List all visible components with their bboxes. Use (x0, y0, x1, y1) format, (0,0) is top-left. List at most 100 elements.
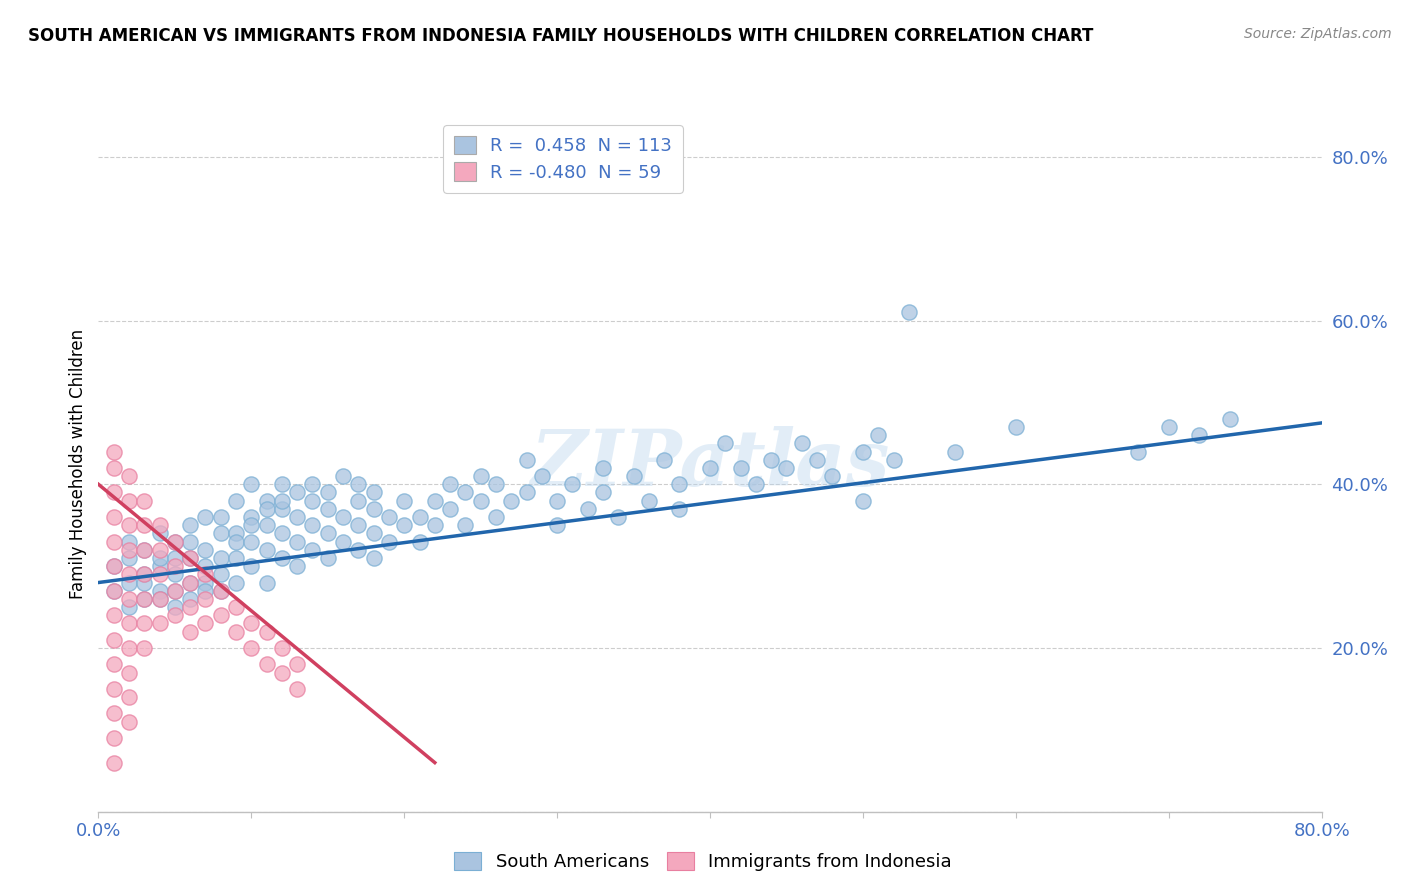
Point (134, 518, 156, 533)
Point (240, 640, 263, 655)
Point (347, 493, 370, 508)
Point (256, 501, 278, 516)
Point (546, 493, 568, 508)
Point (103, 657, 125, 672)
Point (149, 616, 172, 631)
Point (179, 575, 201, 590)
Point (134, 493, 156, 508)
Point (470, 493, 492, 508)
Point (301, 542, 323, 557)
Point (149, 567, 172, 582)
Point (454, 485, 477, 500)
Point (225, 600, 247, 615)
Point (806, 452, 828, 467)
Point (194, 591, 217, 606)
Point (225, 526, 247, 541)
Point (194, 616, 217, 631)
Point (485, 477, 508, 491)
Point (790, 436, 813, 450)
Point (209, 608, 232, 623)
Point (134, 575, 156, 590)
Point (209, 510, 232, 524)
Point (301, 518, 323, 533)
Point (730, 461, 752, 475)
Point (270, 526, 292, 541)
Point (821, 469, 844, 483)
Point (209, 551, 232, 566)
Point (423, 518, 446, 533)
Point (103, 461, 125, 475)
Point (118, 551, 141, 566)
Point (1219, 412, 1241, 426)
Point (316, 485, 339, 500)
Point (256, 542, 278, 557)
Point (668, 477, 690, 491)
Point (118, 469, 141, 483)
Point (149, 591, 172, 606)
Point (592, 485, 614, 500)
Point (240, 510, 263, 524)
Point (240, 559, 263, 574)
Point (423, 493, 446, 508)
Point (103, 559, 125, 574)
Point (408, 510, 430, 524)
Point (516, 452, 538, 467)
Point (118, 640, 141, 655)
Point (179, 624, 201, 639)
Point (285, 510, 308, 524)
Point (118, 567, 141, 582)
Point (179, 518, 201, 533)
Point (225, 575, 247, 590)
Point (163, 608, 186, 623)
Point (163, 583, 186, 598)
Point (225, 624, 247, 639)
Point (134, 616, 156, 631)
Point (240, 534, 263, 549)
Point (501, 493, 523, 508)
Point (301, 493, 323, 508)
Point (270, 493, 292, 508)
Point (209, 526, 232, 541)
Point (118, 600, 141, 615)
Point (332, 469, 354, 483)
Point (868, 428, 890, 442)
Point (134, 591, 156, 606)
Point (745, 477, 768, 491)
Point (194, 542, 217, 557)
Point (194, 583, 217, 598)
Point (270, 477, 292, 491)
Point (256, 657, 278, 672)
Point (392, 518, 416, 533)
Point (607, 510, 630, 524)
Point (883, 452, 905, 467)
Point (163, 551, 186, 566)
Point (652, 452, 675, 467)
Point (103, 444, 125, 458)
Point (775, 461, 797, 475)
Point (332, 534, 354, 549)
Point (134, 640, 156, 655)
Point (454, 518, 477, 533)
Point (103, 731, 125, 745)
Point (316, 551, 339, 566)
Point (225, 551, 247, 566)
Point (285, 657, 308, 672)
Point (118, 690, 141, 705)
Point (363, 551, 385, 566)
Point (316, 501, 339, 516)
Point (546, 518, 568, 533)
Point (561, 477, 583, 491)
Point (134, 567, 156, 582)
Point (759, 452, 782, 467)
Point (103, 583, 125, 598)
Point (194, 567, 217, 582)
Point (470, 469, 492, 483)
Point (103, 608, 125, 623)
Point (163, 567, 186, 582)
Point (163, 600, 186, 615)
Point (209, 567, 232, 582)
Point (134, 591, 156, 606)
Point (240, 616, 263, 631)
Point (852, 444, 875, 458)
Point (149, 542, 172, 557)
